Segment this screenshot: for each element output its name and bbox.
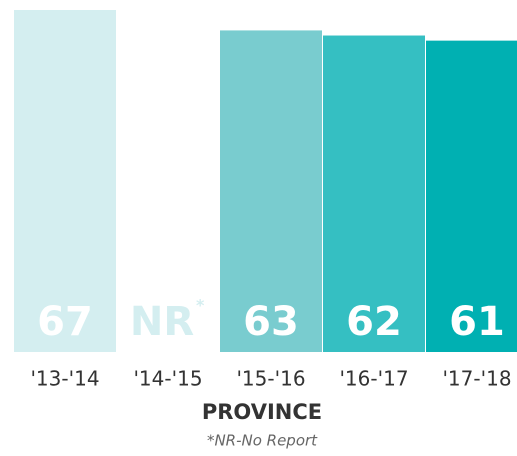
x-tick-label: '17-'18 (442, 367, 511, 391)
x-tick-label: '14-'15 (133, 367, 202, 391)
x-tick-label: '16-'17 (339, 367, 408, 391)
footnote-marker: * (196, 296, 205, 315)
x-tick-label: '13-'14 (30, 367, 99, 391)
footnote: *NR-No Report (207, 432, 318, 450)
value-label: NR (130, 299, 194, 345)
bar (220, 30, 322, 353)
value-label: 63 (243, 299, 299, 345)
value-label: 67 (37, 299, 93, 345)
x-tick-label: '15-'16 (236, 367, 305, 391)
bar (323, 35, 425, 352)
value-label: 62 (346, 299, 402, 345)
x-axis-label: PROVINCE (202, 400, 322, 424)
bar (426, 40, 517, 353)
bar (14, 10, 116, 352)
value-label: 61 (449, 299, 505, 345)
